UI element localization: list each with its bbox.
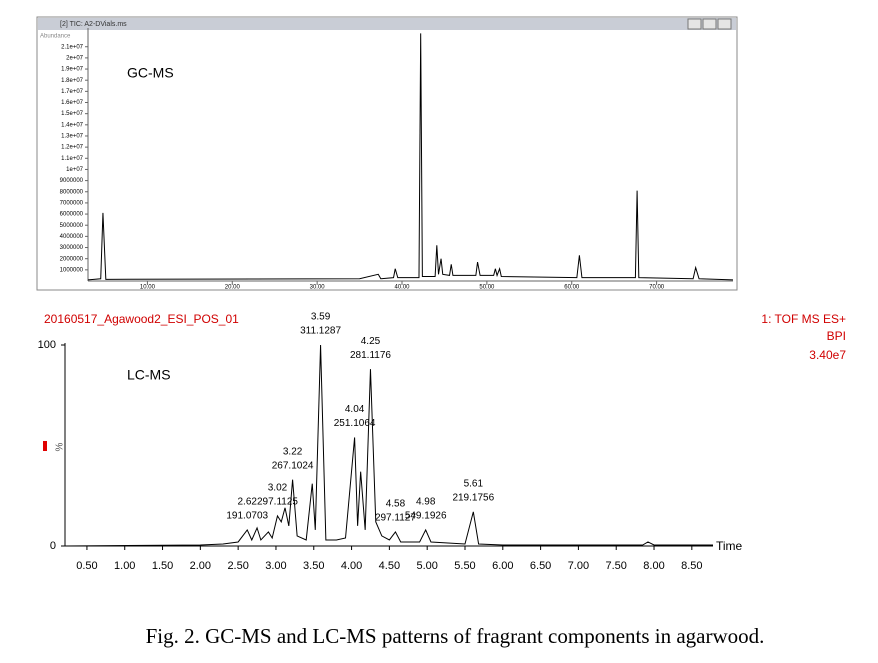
y-tick-label: 1e+07 [66, 167, 84, 173]
x-tick-label: 4.50 [379, 560, 400, 572]
peak-rt: 4.25 [361, 336, 381, 347]
y-tick-label: 7000000 [60, 200, 84, 206]
y-tick-label: 6000000 [60, 212, 84, 218]
peak-mz: 297.1125 [257, 496, 298, 507]
peak-mz: 219.1756 [452, 492, 494, 503]
peak-rt: 3.02 [268, 482, 288, 493]
peak-rt: 4.04 [345, 404, 365, 415]
x-tick-label: 3.00 [265, 560, 286, 572]
x-tick-label: 30.00 [310, 285, 326, 291]
peak-rt: 4.58 [386, 499, 406, 510]
caption: Fig. 2. GC-MS and LC-MS patterns of frag… [146, 624, 765, 648]
x-tick-label: 7.50 [606, 560, 627, 572]
marker [43, 441, 47, 451]
x-tick-label: 10.00 [140, 285, 156, 291]
y-tick-label: 1.6e+07 [61, 100, 84, 106]
y-tick-label: 9000000 [60, 178, 84, 184]
x-tick-label: 70.00 [649, 285, 665, 291]
y-tick-label: 5000000 [60, 223, 84, 229]
y-tick-label: 1.1e+07 [61, 156, 84, 162]
x-tick-label: 8.50 [681, 560, 702, 572]
window-title: [2] TIC: A2-DVials.ms [60, 21, 127, 28]
x-tick-label: 1.50 [152, 560, 173, 572]
x-tick-label: 2.50 [227, 560, 248, 572]
y-tick-label: 2.1e+07 [61, 44, 84, 50]
peak-rt: 5.61 [464, 478, 484, 489]
x-tick-label: 8.00 [643, 560, 664, 572]
y-tick-label: 1.5e+07 [61, 111, 84, 117]
peak-mz: 191.0703 [226, 511, 268, 522]
gc-title-bar [38, 18, 736, 30]
peak-rt: 3.22 [283, 446, 303, 457]
x-tick-label: 6.00 [492, 560, 513, 572]
y-tick-label: 3000000 [60, 245, 84, 251]
peak-mz: 267.1024 [272, 460, 314, 471]
close-button[interactable] [717, 18, 732, 30]
y-tick-label: 8000000 [60, 189, 84, 195]
instrument: 1: TOF MS ES+ [761, 312, 846, 326]
minimize-button[interactable] [687, 18, 702, 30]
x-axis-label: Time [716, 539, 743, 553]
trace [64, 344, 713, 547]
intensity: 3.40e7 [809, 348, 846, 362]
x-tick-label: 5.50 [454, 560, 475, 572]
x-tick-label: 40.00 [395, 285, 411, 291]
x-tick-label: 4.00 [341, 560, 362, 572]
x-tick-label: 20.00 [225, 285, 241, 291]
x-tick-label: 50.00 [479, 285, 495, 291]
x-tick-label: 7.00 [568, 560, 589, 572]
chart-label: LC-MS [127, 367, 171, 383]
x-tick-label: 6.50 [530, 560, 551, 572]
y-tick-label: 1.8e+07 [61, 78, 84, 84]
gc-window [36, 16, 738, 291]
y-tick-label: 1.9e+07 [61, 67, 84, 73]
chart-label: GC-MS [127, 65, 174, 81]
y-axis-label: Abundance [40, 34, 71, 40]
peak-mz: 281.1176 [350, 350, 391, 361]
peak-rt: 3.59 [311, 312, 331, 323]
peak-mz: 297.1127 [375, 513, 416, 524]
mode: BPI [827, 329, 846, 343]
x-tick-label: 5.00 [416, 560, 437, 572]
x-tick-label: 1.00 [114, 560, 135, 572]
y-tick-label: 1.2e+07 [61, 145, 84, 151]
y-tick-label: 2000000 [60, 256, 84, 262]
y-tick-label: 1.4e+07 [61, 122, 84, 128]
y-tick-label: 2e+07 [66, 55, 84, 61]
x-tick-label: 0.50 [76, 560, 97, 572]
trace [87, 33, 734, 281]
y-tick-label: 1.7e+07 [61, 89, 84, 95]
peak-mz: 549.1926 [405, 511, 447, 522]
x-tick-label: 3.50 [303, 560, 324, 572]
maximize-button[interactable] [702, 18, 717, 30]
peak-mz: 311.1287 [300, 326, 341, 337]
x-tick-label: 60.00 [564, 285, 580, 291]
peak-rt: 4.98 [416, 497, 436, 508]
x-tick-label: 2.00 [190, 560, 211, 572]
y-tick-label: 0 [50, 540, 56, 552]
peak-rt: 2.62 [237, 497, 257, 508]
y-tick-label: 4000000 [60, 234, 84, 240]
y-tick-label: 1000000 [60, 267, 84, 273]
y-axis-label: % [55, 442, 66, 451]
y-tick-label: 100 [38, 339, 56, 351]
y-tick-label: 1.3e+07 [61, 134, 84, 140]
peak-mz: 251.1064 [334, 418, 376, 429]
chart-title: 20160517_Agawood2_ESI_POS_01 [44, 312, 239, 326]
